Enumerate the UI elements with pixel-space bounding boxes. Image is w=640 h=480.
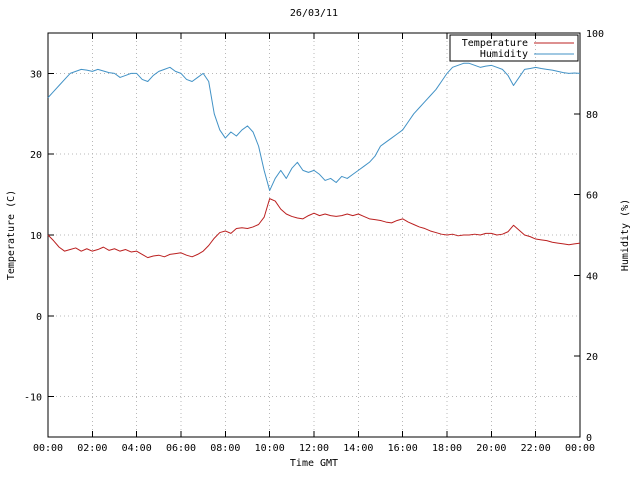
- y-right-tick-label: 60: [586, 191, 598, 202]
- humidity-line: [47, 62, 581, 192]
- y-left-tick-label: 30: [30, 69, 42, 80]
- chart-title: 26/03/11: [290, 8, 338, 19]
- y-right-tick-label: 0: [586, 433, 592, 444]
- x-tick-label: 02:00: [77, 443, 107, 454]
- legend-label-humidity: Humidity: [480, 49, 528, 60]
- x-tick-label: 04:00: [122, 443, 152, 454]
- legend-label-temperature: Temperature: [462, 38, 528, 49]
- x-tick-label: 22:00: [521, 443, 551, 454]
- y-right-tick-label: 100: [586, 29, 604, 40]
- temperature-line: [47, 198, 581, 259]
- y-left-tick-label: 0: [36, 312, 42, 323]
- x-axis-label: Time GMT: [290, 458, 338, 469]
- x-tick-label: 08:00: [210, 443, 240, 454]
- y-right-tick-label: 20: [586, 352, 598, 363]
- y-right-tick-label: 80: [586, 110, 598, 121]
- x-tick-label: 06:00: [166, 443, 196, 454]
- x-tick-label: 14:00: [343, 443, 373, 454]
- y-right-tick-label: 40: [586, 271, 598, 282]
- legend-box: [449, 34, 579, 62]
- x-tick-label: 00:00: [565, 443, 595, 454]
- y-left-axis-label: Temperature (C): [6, 190, 17, 280]
- x-tick-label: 00:00: [33, 443, 63, 454]
- x-tick-label: 12:00: [299, 443, 329, 454]
- x-tick-label: 20:00: [476, 443, 506, 454]
- x-tick-label: 18:00: [432, 443, 462, 454]
- y-left-tick-label: -10: [24, 393, 42, 404]
- y-right-axis-label: Humidity (%): [620, 199, 631, 271]
- y-left-tick-label: 20: [30, 150, 42, 161]
- x-tick-label: 10:00: [255, 443, 285, 454]
- y-left-tick-label: 10: [30, 231, 42, 242]
- x-tick-label: 16:00: [388, 443, 418, 454]
